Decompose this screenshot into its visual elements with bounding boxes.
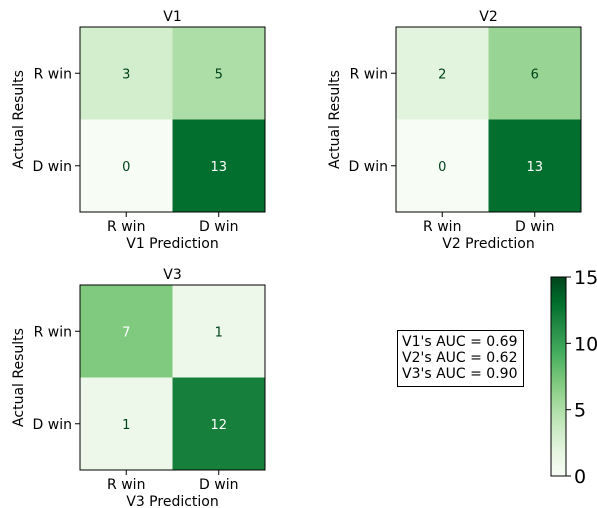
- cell-value-label: 1: [122, 418, 130, 433]
- y-axis-label: Actual Results: [11, 328, 27, 427]
- cell-value-label: 13: [526, 160, 543, 175]
- cell-value-label: 0: [122, 160, 130, 175]
- heatmap-cell: [80, 377, 173, 470]
- colorbar-tick-label: 0: [574, 466, 586, 488]
- x-tick-label: D win: [515, 219, 554, 235]
- y-tick-label: R win: [34, 324, 72, 340]
- colorbar-tick-label: 5: [574, 400, 586, 422]
- axes-frame: [395, 26, 582, 213]
- cell-value-label: 0: [438, 160, 446, 175]
- axes-frame: [79, 284, 266, 471]
- colorbar-gradient: [550, 276, 567, 477]
- colorbar-tick-label: 10: [574, 333, 597, 355]
- heatmap-cell: [396, 119, 489, 212]
- auc-line-v1: V1's AUC = 0.69: [402, 334, 518, 350]
- colorbar: 0 5 10 15: [550, 267, 597, 488]
- chart-title: V1: [163, 9, 181, 25]
- chart-title: V3: [163, 267, 181, 283]
- x-axis-label: V2 Prediction: [442, 236, 534, 252]
- x-tick-label: R win: [107, 477, 145, 493]
- cell-value-label: 7: [122, 325, 130, 340]
- x-tick-label: R win: [107, 219, 145, 235]
- x-axis-label: V1 Prediction: [126, 236, 218, 252]
- heatmap-cell: [172, 27, 265, 120]
- x-tick-label: D win: [199, 477, 238, 493]
- heatmap-cell: [396, 27, 489, 120]
- cell-value-label: 1: [215, 325, 223, 340]
- cell-value-label: 13: [210, 160, 227, 175]
- heatmap-cell: [172, 377, 265, 470]
- x-tick-label: D win: [199, 219, 238, 235]
- auc-summary-box: V1's AUC = 0.69 V2's AUC = 0.62 V3's AUC…: [397, 330, 524, 387]
- cell-value-label: 6: [531, 67, 539, 82]
- cell-value-label: 12: [210, 418, 227, 433]
- heatmap-cell: [488, 119, 581, 212]
- y-tick-label: D win: [33, 417, 72, 433]
- y-axis-label: Actual Results: [327, 70, 343, 169]
- heatmap-cell: [488, 27, 581, 120]
- chart-title: V2: [479, 9, 497, 25]
- y-tick-label: D win: [349, 159, 388, 175]
- heatmap-cell: [172, 285, 265, 378]
- cell-value-label: 5: [215, 67, 223, 82]
- y-tick-label: D win: [33, 159, 72, 175]
- heatmap-cell: [80, 27, 173, 120]
- cell-value-label: 3: [122, 67, 130, 82]
- auc-line-v2: V2's AUC = 0.62: [402, 350, 518, 366]
- heatmap-cell: [80, 119, 173, 212]
- y-tick-label: R win: [34, 66, 72, 82]
- y-axis-label: Actual Results: [11, 70, 27, 169]
- heatmap-cell: [80, 285, 173, 378]
- x-tick-label: R win: [423, 219, 461, 235]
- heatmap-cell: [172, 119, 265, 212]
- cell-value-label: 2: [438, 67, 446, 82]
- y-tick-label: R win: [350, 66, 388, 82]
- auc-line-v3: V3's AUC = 0.90: [402, 366, 518, 382]
- colorbar-tick-label: 15: [574, 267, 597, 289]
- axes-frame: [79, 26, 266, 213]
- x-axis-label: V3 Prediction: [126, 494, 218, 508]
